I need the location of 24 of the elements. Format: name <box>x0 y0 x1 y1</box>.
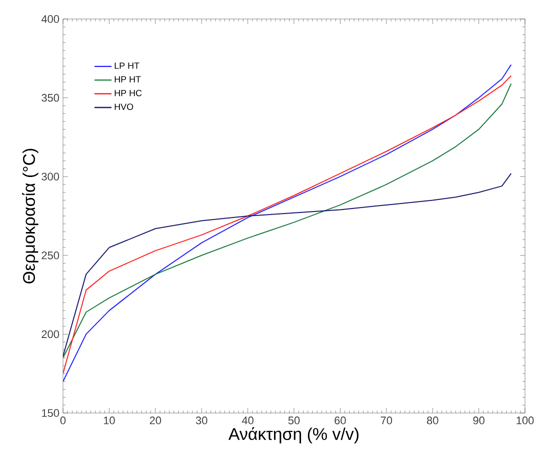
x-tick-label: 90 <box>473 416 484 424</box>
x-tick-label: 60 <box>334 416 346 424</box>
y-tick-label: 250 <box>42 252 60 260</box>
legend-label: HVO <box>114 104 134 110</box>
y-tick-label: 200 <box>42 330 60 338</box>
legend-label: HP HC <box>114 90 142 96</box>
x-tick-label: 80 <box>426 416 438 424</box>
x-tick-label: 20 <box>150 416 162 424</box>
x-tick-label: 10 <box>104 416 115 424</box>
y-tick-label: 400 <box>41 15 60 23</box>
x-tick-label: 30 <box>196 416 208 424</box>
legend-label: HP HT <box>114 76 141 82</box>
x-tick-label: 100 <box>516 416 534 424</box>
x-tick-label: 0 <box>60 416 66 424</box>
legend-label: LP HT <box>114 62 140 69</box>
x-tick-label: 40 <box>242 416 254 424</box>
line-series <box>63 172 512 357</box>
y-tick-label: 350 <box>42 94 60 102</box>
x-axis-title: Ανάκτηση (% v/v) <box>228 427 358 444</box>
x-tick-label: 50 <box>288 416 300 424</box>
y-tick-label: 150 <box>42 409 60 417</box>
x-tick-label: 70 <box>380 416 392 424</box>
y-tick-label: 300 <box>42 172 60 180</box>
y-axis-title: Θερμοκρασία (°C) <box>22 148 38 284</box>
